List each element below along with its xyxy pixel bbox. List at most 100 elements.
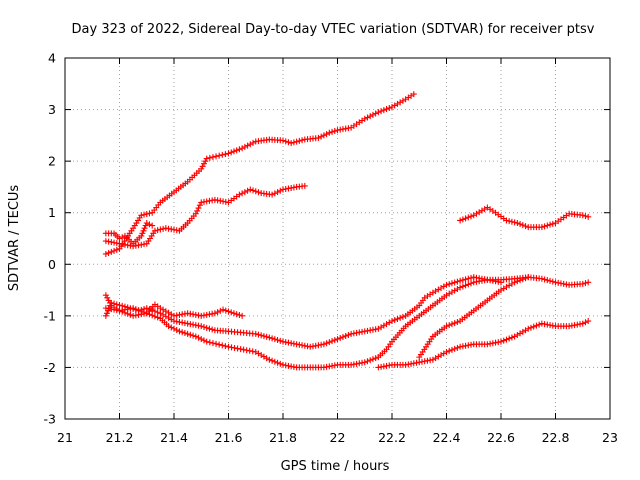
x-tick-label: 21.6 <box>215 430 243 445</box>
data-point <box>435 286 442 293</box>
y-tick-label: 2 <box>48 154 56 169</box>
data-point <box>230 310 237 317</box>
data-point <box>329 128 336 135</box>
data-point <box>473 210 480 217</box>
data-point <box>260 353 267 360</box>
data-point <box>206 339 213 346</box>
data-point <box>216 152 223 159</box>
data-point <box>451 279 458 286</box>
data-point <box>141 225 148 232</box>
data-point <box>269 191 276 198</box>
data-point <box>271 358 278 365</box>
data-point <box>280 137 286 144</box>
data-point <box>220 306 227 313</box>
data-point <box>465 281 472 288</box>
data-point <box>446 281 453 288</box>
data-point <box>579 280 586 287</box>
data-point <box>470 212 477 219</box>
data-point <box>514 278 521 285</box>
data-point <box>585 213 592 220</box>
data-point <box>190 332 197 339</box>
data-point <box>517 221 524 228</box>
data-point <box>585 279 592 286</box>
data-point <box>222 307 229 314</box>
data-point <box>369 356 376 363</box>
data-point <box>230 148 237 155</box>
x-tick-label: 21.4 <box>160 430 188 445</box>
data-point <box>399 313 406 320</box>
data-point <box>181 330 188 337</box>
data-point <box>200 160 207 167</box>
data-point <box>454 278 461 285</box>
series-arc-6 <box>102 301 246 319</box>
data-point <box>168 311 175 318</box>
data-point <box>107 302 114 309</box>
data-point <box>459 277 466 284</box>
x-tick-label: 22 <box>330 430 346 445</box>
data-point <box>103 310 110 317</box>
data-point <box>250 187 257 194</box>
data-point <box>250 139 257 146</box>
data-point <box>154 309 161 316</box>
data-point <box>290 139 297 146</box>
data-point <box>522 223 529 230</box>
data-point <box>196 202 203 209</box>
data-point <box>132 306 139 313</box>
data-point <box>217 307 224 314</box>
data-point <box>162 308 169 315</box>
data-point <box>448 321 455 328</box>
data-point <box>481 206 488 213</box>
data-point <box>331 337 338 344</box>
data-point <box>364 358 371 365</box>
data-point <box>530 323 537 330</box>
data-point <box>168 324 175 331</box>
data-point <box>525 274 532 281</box>
series-arc-3 <box>102 220 156 247</box>
data-point <box>192 333 199 340</box>
data-point <box>165 323 172 330</box>
data-point <box>269 357 276 364</box>
data-point <box>498 338 504 345</box>
data-point <box>462 276 469 283</box>
data-point <box>138 308 145 315</box>
data-point <box>203 155 210 162</box>
x-axis-label: GPS time / hours <box>281 459 390 474</box>
data-point <box>435 353 442 360</box>
data-point <box>451 320 458 327</box>
data-point <box>135 307 142 314</box>
data-point <box>277 360 284 367</box>
data-point <box>105 297 112 304</box>
data-point <box>206 154 213 161</box>
data-point <box>446 290 453 297</box>
data-point <box>105 249 112 256</box>
data-point <box>506 218 513 225</box>
data-point <box>219 342 226 349</box>
data-point <box>236 311 243 318</box>
data-point <box>375 109 382 116</box>
data-point <box>367 357 374 364</box>
data-point <box>320 341 327 348</box>
data-point <box>160 306 167 313</box>
data-point <box>361 359 368 366</box>
data-point <box>102 312 109 319</box>
data-point <box>195 205 202 212</box>
data-point <box>154 314 161 321</box>
data-point <box>508 218 515 225</box>
data-point <box>269 335 276 342</box>
data-point <box>151 308 158 315</box>
data-point <box>139 230 146 237</box>
series-arc-2 <box>102 182 308 250</box>
data-point <box>519 222 526 229</box>
data-point <box>142 222 149 229</box>
data-point <box>440 283 447 290</box>
data-point <box>323 131 330 138</box>
data-point <box>457 217 464 224</box>
data-point <box>160 225 167 232</box>
data-point <box>239 312 246 319</box>
data-point <box>367 113 374 120</box>
data-point <box>465 214 472 221</box>
data-point <box>448 289 455 296</box>
data-point <box>547 277 554 284</box>
data-point <box>334 336 341 343</box>
data-point <box>274 359 281 366</box>
